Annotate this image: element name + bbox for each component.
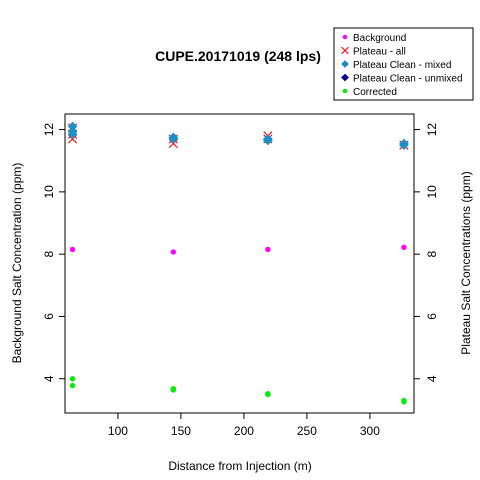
legend-marker-plateau-clean-mixed — [341, 60, 349, 68]
y-tick-label-right: 10 — [425, 185, 439, 199]
y-tick-label-right: 12 — [425, 123, 439, 137]
legend-box — [333, 27, 474, 101]
y-tick-label-left: 12 — [42, 123, 56, 137]
legend-label-corrected: Corrected — [353, 87, 397, 98]
point-corrected — [170, 387, 177, 393]
x-axis: 100 150 200 250 300 — [108, 412, 380, 438]
legend-label-background: Background — [353, 33, 406, 44]
point-background — [170, 249, 177, 255]
legend-marker-plateau-all — [341, 46, 349, 55]
point-background — [265, 246, 271, 253]
point-plateau-clean-mixed — [263, 134, 273, 144]
y-axis-left-label: Background Salt Concentration (ppm) — [10, 163, 24, 364]
y-tick-label-right: 8 — [425, 251, 439, 258]
plot-area — [64, 113, 415, 414]
legend-marker-corrected — [342, 88, 348, 94]
legend-label-plateau-clean-mixed: Plateau Clean - mixed — [353, 60, 451, 71]
point-background — [69, 246, 76, 253]
point-background — [401, 244, 407, 251]
point-plateau-clean-mixed — [67, 121, 78, 132]
point-corrected — [401, 399, 407, 405]
chart-title: CUPE.20171019 (248 lps) — [155, 48, 321, 64]
legend-marker-background — [342, 34, 348, 40]
point-plateau-clean-mixed — [168, 132, 179, 143]
point-plateau-clean-mixed — [399, 138, 409, 149]
legend-label-plateau-clean-unmixed: Plateau Clean - unmixed — [353, 74, 463, 85]
legend-label-plateau-all: Plateau - all — [353, 47, 406, 58]
y-tick-label-right: 4 — [425, 375, 439, 382]
x-tick-label: 150 — [171, 424, 191, 438]
x-tick-label: 250 — [297, 424, 317, 438]
x-tick-label: 100 — [108, 424, 128, 438]
y-tick-label-left: 4 — [42, 375, 56, 382]
x-axis-label: Distance from Injection (m) — [168, 459, 311, 473]
y-tick-label-right: 6 — [425, 313, 439, 320]
y-axis-right-label: Plateau Salt Concentrations (ppm) — [459, 171, 473, 354]
legend-marker-plateau-all-stroke — [341, 46, 349, 55]
y-tick-label-left: 6 — [42, 313, 56, 320]
point-corrected — [69, 382, 76, 389]
legend: Background Plateau - all Plateau Clean - m… — [333, 27, 474, 101]
point-corrected — [69, 376, 76, 382]
y-tick-label-left: 8 — [42, 251, 56, 258]
x-tick-label: 200 — [234, 424, 254, 438]
legend-marker-plateau-clean-unmixed — [341, 73, 349, 82]
y-axis-right: 4 6 8 10 12 — [413, 123, 439, 382]
y-axis-left: 4 6 8 10 12 — [42, 123, 66, 382]
x-tick-label: 300 — [360, 424, 380, 438]
y-tick-label-left: 10 — [42, 185, 56, 199]
data-points — [67, 121, 409, 405]
point-corrected — [265, 391, 271, 398]
